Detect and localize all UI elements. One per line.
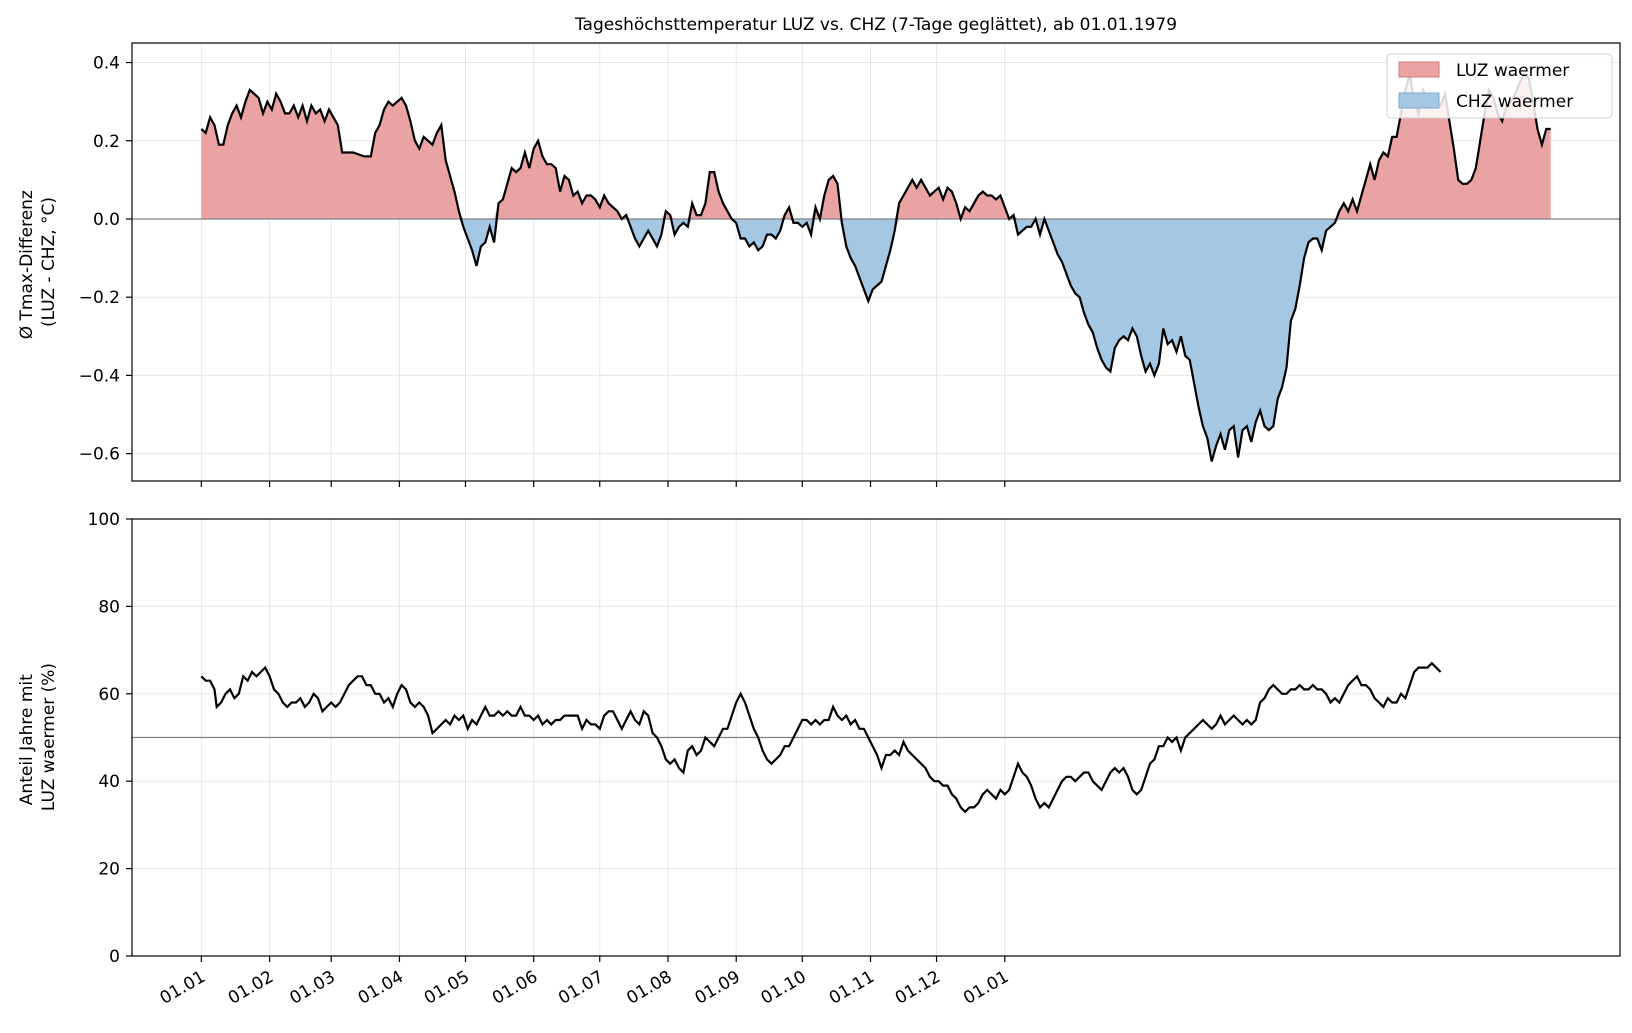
legend-label-luz-warmer: LUZ waermer xyxy=(1456,61,1569,81)
top-x-ticks xyxy=(200,481,1006,487)
bottom-y-ticks: 0 20 40 60 80 100 xyxy=(88,510,132,967)
x-tick-label: 01.05 xyxy=(421,967,473,1009)
x-tick-label: 01.01 xyxy=(960,967,1012,1009)
y-tick-label: 40 xyxy=(98,772,120,792)
y-tick-label: 60 xyxy=(98,685,120,705)
tmax-difference-line xyxy=(200,72,1551,462)
top-y-axis-label: Ø Tmax-Differenz (LUZ - CHZ, °C) xyxy=(17,185,59,340)
legend-swatch-luz-warmer xyxy=(1398,61,1440,78)
x-tick-label: 01.07 xyxy=(555,967,607,1009)
x-tick-label: 01.01 xyxy=(157,967,209,1009)
chart-title: Tageshöchsttemperatur LUZ vs. CHZ (7-Tag… xyxy=(574,15,1177,35)
legend-box xyxy=(1386,53,1613,119)
y-tick-label: 0.4 xyxy=(93,54,120,74)
x-tick-label: 01.06 xyxy=(489,967,541,1009)
y-tick-label: 0.2 xyxy=(93,132,120,152)
x-tick-label: 01.08 xyxy=(623,967,675,1009)
y-tick-label: 0.0 xyxy=(93,210,120,230)
y-tick-label: 20 xyxy=(98,860,120,880)
y-tick-label: −0.4 xyxy=(79,366,120,386)
legend-label-chz-warmer: CHZ waermer xyxy=(1456,92,1573,112)
x-tick-label: 01.02 xyxy=(225,967,277,1009)
x-tick-label: 01.10 xyxy=(758,967,810,1009)
chz-warmer-area xyxy=(201,219,1551,462)
x-tick-label: 01.12 xyxy=(892,967,944,1009)
y-tick-label: 80 xyxy=(98,597,120,617)
top-panel: Tageshöchsttemperatur LUZ vs. CHZ (7-Tag… xyxy=(17,15,1621,487)
bottom-plot-frame xyxy=(131,518,1621,957)
luz-warmer-area xyxy=(201,74,1551,219)
x-tick-label: 01.09 xyxy=(692,967,744,1009)
bottom-x-ticks: 01.01 01.02 01.03 01.04 01.05 01.06 01.07 01.08… xyxy=(157,956,1012,1009)
top-plot-frame xyxy=(131,42,1621,482)
y-tick-label: −0.2 xyxy=(79,288,120,308)
x-tick-label: 01.11 xyxy=(826,967,878,1009)
y-tick-label: −0.6 xyxy=(79,445,120,465)
legend: LUZ waermer CHZ waermer xyxy=(1386,53,1613,119)
y-tick-label: 0 xyxy=(109,947,120,967)
top-gridlines xyxy=(132,43,1620,481)
luz-warmer-share-line xyxy=(200,661,1442,814)
y-tick-label: 100 xyxy=(88,510,120,530)
top-y-ticks: −0.6 −0.4 −0.2 0.0 0.2 0.4 xyxy=(79,54,132,465)
legend-swatch-chz-warmer xyxy=(1398,92,1440,109)
x-tick-label: 01.03 xyxy=(287,967,339,1009)
x-tick-label: 01.04 xyxy=(355,967,407,1009)
bottom-y-axis-label: Anteil Jahre mit LUZ waermer (%) xyxy=(17,663,59,811)
